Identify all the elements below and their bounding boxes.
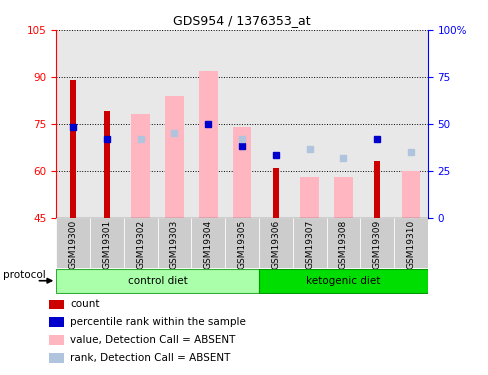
Bar <box>224 217 259 268</box>
Bar <box>56 269 259 293</box>
Bar <box>90 30 123 217</box>
Bar <box>90 217 123 268</box>
Bar <box>131 114 150 218</box>
Text: protocol: protocol <box>3 270 45 280</box>
Bar <box>224 30 259 217</box>
Bar <box>393 30 427 217</box>
Text: GSM19303: GSM19303 <box>170 220 179 269</box>
Text: GSM19309: GSM19309 <box>372 220 381 269</box>
Bar <box>49 316 64 327</box>
Bar <box>199 70 217 217</box>
Bar <box>232 127 251 218</box>
Text: GSM19301: GSM19301 <box>102 220 111 269</box>
Text: GSM19308: GSM19308 <box>338 220 347 269</box>
Bar <box>401 171 419 217</box>
Bar <box>393 217 427 268</box>
Bar <box>373 161 380 218</box>
Bar <box>272 168 278 217</box>
Bar <box>191 217 224 268</box>
Text: count: count <box>70 299 100 309</box>
Bar <box>360 30 393 217</box>
Bar <box>123 217 157 268</box>
Bar <box>123 30 157 217</box>
Bar <box>259 269 427 293</box>
Text: value, Detection Call = ABSENT: value, Detection Call = ABSENT <box>70 335 235 345</box>
Bar <box>165 96 183 218</box>
Bar <box>49 334 64 345</box>
Text: GSM19307: GSM19307 <box>305 220 313 269</box>
Bar <box>259 30 292 217</box>
Bar <box>56 30 90 217</box>
Bar <box>326 30 360 217</box>
Bar <box>326 217 360 268</box>
Text: GSM19306: GSM19306 <box>271 220 280 269</box>
Text: GSM19310: GSM19310 <box>406 220 415 269</box>
Text: percentile rank within the sample: percentile rank within the sample <box>70 317 246 327</box>
Text: GSM19304: GSM19304 <box>203 220 212 269</box>
Text: ketogenic diet: ketogenic diet <box>305 276 380 286</box>
Bar <box>333 177 352 218</box>
Text: GSM19305: GSM19305 <box>237 220 246 269</box>
Bar <box>292 30 326 217</box>
Bar <box>56 217 90 268</box>
Bar <box>292 217 326 268</box>
Bar <box>157 30 191 217</box>
Bar <box>300 177 318 218</box>
Title: GDS954 / 1376353_at: GDS954 / 1376353_at <box>173 15 310 27</box>
Bar <box>259 217 292 268</box>
Bar <box>157 217 191 268</box>
Bar <box>103 111 110 218</box>
Text: rank, Detection Call = ABSENT: rank, Detection Call = ABSENT <box>70 353 230 363</box>
Bar <box>49 352 64 363</box>
Text: control diet: control diet <box>127 276 187 286</box>
Text: GSM19302: GSM19302 <box>136 220 145 269</box>
Bar <box>191 30 224 217</box>
Text: GSM19300: GSM19300 <box>68 220 78 269</box>
Bar <box>360 217 393 268</box>
Bar <box>49 298 64 309</box>
Bar <box>70 80 76 218</box>
